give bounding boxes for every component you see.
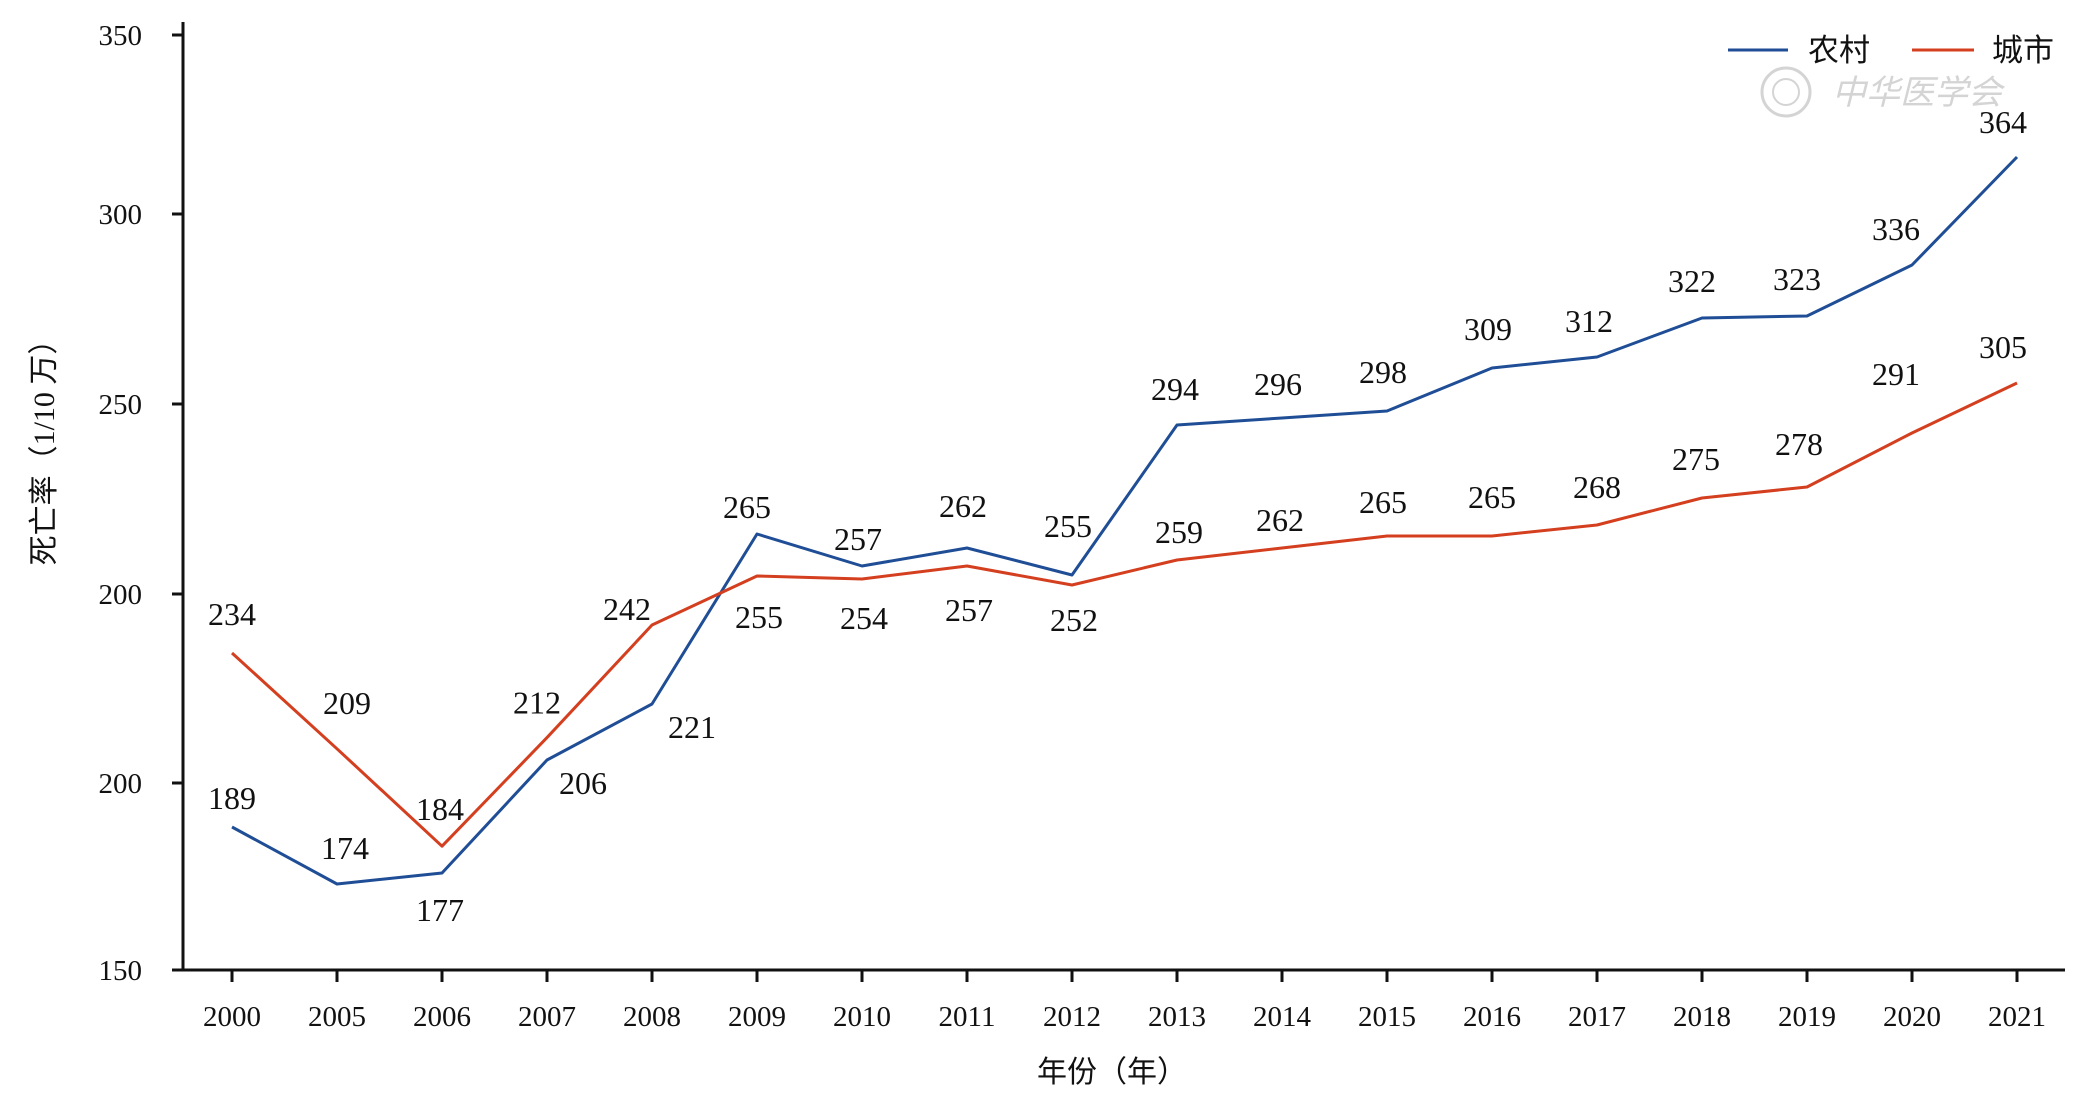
watermark: 中华医学会 bbox=[1760, 66, 2006, 118]
data-label-urban: 275 bbox=[1672, 441, 1720, 477]
x-tick-label: 2015 bbox=[1358, 1001, 1416, 1033]
x-tick-label: 2020 bbox=[1883, 1001, 1941, 1033]
data-label-rural: 174 bbox=[321, 830, 369, 866]
data-label-urban: 255 bbox=[735, 599, 783, 635]
data-label-rural: 298 bbox=[1359, 354, 1407, 390]
x-tick-label: 2009 bbox=[728, 1001, 786, 1033]
x-tick-label: 2007 bbox=[518, 1001, 576, 1033]
x-tick-label: 2019 bbox=[1778, 1001, 1836, 1033]
x-tick-label: 2008 bbox=[623, 1001, 681, 1033]
x-tick-label: 2016 bbox=[1463, 1001, 1521, 1033]
data-label-urban: 242 bbox=[603, 591, 651, 627]
x-tick-label: 2017 bbox=[1568, 1001, 1626, 1033]
data-label-rural: 221 bbox=[668, 709, 716, 745]
data-label-urban: 265 bbox=[1359, 484, 1407, 520]
data-label-urban: 259 bbox=[1155, 514, 1203, 550]
y-axis-title: 死亡率（1/10 万） bbox=[28, 325, 61, 566]
data-label-urban: 257 bbox=[945, 592, 993, 628]
legend-label-rural: 农村 bbox=[1808, 33, 1870, 68]
data-label-rural: 323 bbox=[1773, 261, 1821, 297]
data-label-urban: 291 bbox=[1872, 356, 1920, 392]
data-label-rural: 255 bbox=[1044, 508, 1092, 544]
data-label-rural: 265 bbox=[723, 489, 771, 525]
data-label-rural: 309 bbox=[1464, 311, 1512, 347]
data-label-urban: 268 bbox=[1573, 469, 1621, 505]
x-tick-label: 2010 bbox=[833, 1001, 891, 1033]
legend-label-urban: 城市 bbox=[1992, 33, 2054, 68]
data-label-rural: 262 bbox=[939, 488, 987, 524]
x-tick-label: 2014 bbox=[1253, 1001, 1312, 1033]
x-tick-label: 2012 bbox=[1043, 1001, 1101, 1033]
data-label-rural: 296 bbox=[1254, 366, 1302, 402]
x-tick-label: 2021 bbox=[1988, 1001, 2046, 1033]
data-labels: 189 174 177 206 221 265 257 262 255 294 296 298 309 3… bbox=[208, 104, 2027, 928]
x-tick-label: 2018 bbox=[1673, 1001, 1731, 1033]
y-tick-label: 150 bbox=[99, 955, 143, 987]
watermark-seal-inner-icon bbox=[1772, 78, 1800, 106]
data-label-rural: 189 bbox=[208, 780, 256, 816]
x-tick-label: 2005 bbox=[308, 1001, 366, 1033]
data-label-urban: 234 bbox=[208, 596, 256, 632]
data-label-rural: 177 bbox=[416, 892, 464, 928]
y-tick-label: 200 bbox=[99, 579, 143, 611]
data-label-rural: 336 bbox=[1872, 211, 1920, 247]
x-tick-label: 2006 bbox=[413, 1001, 471, 1033]
data-label-urban: 252 bbox=[1050, 602, 1098, 638]
data-label-rural: 364 bbox=[1979, 104, 2027, 140]
series-line-urban bbox=[230, 381, 2018, 848]
data-label-urban: 212 bbox=[513, 685, 561, 721]
data-label-rural: 294 bbox=[1151, 371, 1199, 407]
data-label-urban: 278 bbox=[1775, 426, 1823, 462]
data-label-rural: 206 bbox=[559, 765, 607, 801]
y-tick-label: 300 bbox=[99, 199, 143, 231]
x-axis-title: 年份（年） bbox=[1037, 1056, 1187, 1089]
y-tick-label: 350 bbox=[99, 20, 143, 52]
x-ticks: 2000 2005 2006 2007 2008 2009 2010 2011 2012 2013… bbox=[203, 970, 2046, 1033]
x-tick-label: 2000 bbox=[203, 1001, 261, 1033]
y-tick-label: 200 bbox=[99, 768, 143, 800]
watermark-text: 中华医学会 bbox=[1832, 73, 2006, 113]
data-label-rural: 312 bbox=[1565, 303, 1613, 339]
legend: 农村 城市 bbox=[1728, 33, 2054, 68]
series-lines bbox=[230, 155, 2019, 886]
data-label-urban: 265 bbox=[1468, 479, 1516, 515]
x-tick-label: 2013 bbox=[1148, 1001, 1206, 1033]
data-label-urban: 209 bbox=[323, 685, 371, 721]
y-tick-label: 250 bbox=[99, 389, 143, 421]
series-line-rural bbox=[231, 155, 2019, 886]
data-label-urban: 262 bbox=[1256, 502, 1304, 538]
data-label-urban: 305 bbox=[1979, 329, 2027, 365]
axes bbox=[181, 22, 2065, 972]
watermark-seal-icon bbox=[1760, 66, 1812, 118]
data-label-urban: 254 bbox=[840, 600, 888, 636]
x-tick-label: 2011 bbox=[939, 1001, 996, 1033]
y-ticks: 350 300 250 200 200 150 bbox=[99, 20, 183, 987]
data-label-rural: 257 bbox=[834, 521, 882, 557]
data-label-urban: 184 bbox=[416, 791, 464, 827]
data-label-rural: 322 bbox=[1668, 263, 1716, 299]
